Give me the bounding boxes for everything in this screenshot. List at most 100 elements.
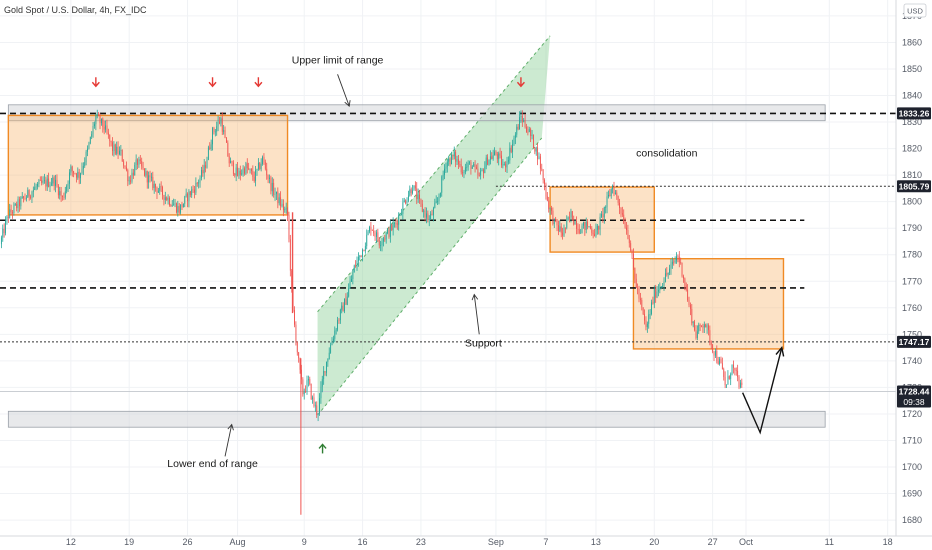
- candle-body: [592, 232, 594, 235]
- candle-body: [587, 221, 589, 227]
- candle-body: [478, 175, 480, 176]
- candle-body: [717, 361, 719, 365]
- candle-body: [502, 164, 504, 166]
- price-tick-label: 1740: [902, 356, 922, 366]
- candle-body: [546, 196, 548, 201]
- candle-body: [164, 197, 166, 200]
- price-tick-label: 1830: [902, 117, 922, 127]
- candle-body: [323, 370, 325, 380]
- candle-body: [105, 125, 107, 130]
- price-tick-label: 1750: [902, 329, 922, 339]
- time-tick-label: 9: [302, 537, 307, 547]
- candle-body: [595, 229, 597, 237]
- candle-body: [702, 326, 704, 328]
- candle-body: [738, 377, 740, 388]
- candle-body: [380, 245, 382, 246]
- candle-body: [683, 276, 684, 279]
- sell-signal-head-0: [91, 81, 100, 88]
- candle-body: [385, 233, 387, 240]
- candle-body: [514, 134, 516, 138]
- candle-body: [528, 129, 530, 133]
- price-label-box-2: [897, 335, 931, 348]
- candle-body: [708, 325, 709, 331]
- candle-body: [442, 174, 444, 177]
- candle-body: [403, 200, 405, 203]
- candle-body: [571, 211, 573, 221]
- candle-body: [489, 156, 491, 160]
- lower-box: [632, 258, 785, 350]
- candle-body: [30, 196, 31, 198]
- candle-body: [610, 189, 612, 196]
- candle-body: [200, 169, 202, 178]
- candle-body: [69, 172, 70, 184]
- candle-body: [635, 278, 637, 288]
- time-tick-label: 11: [825, 537, 834, 547]
- candle-body: [402, 202, 404, 214]
- price-label-box-3: [897, 385, 931, 408]
- candle-body: [645, 320, 647, 328]
- candle-body: [257, 162, 259, 169]
- candle-body: [241, 173, 243, 175]
- candle-body: [377, 232, 379, 240]
- candle-body: [526, 127, 527, 133]
- candle-body: [733, 364, 734, 368]
- price-axis-background: [896, 0, 932, 536]
- candle-body: [723, 369, 725, 378]
- candle-body: [620, 208, 622, 214]
- candle-body: [149, 175, 151, 178]
- candle-body: [81, 168, 83, 174]
- candle-body: [638, 288, 640, 299]
- candle-body: [298, 352, 300, 359]
- candle-body: [316, 405, 318, 415]
- candle-body: [716, 351, 718, 362]
- price-tick-label: 1690: [902, 489, 922, 499]
- candle-body: [669, 268, 670, 273]
- candle-body: [476, 167, 477, 169]
- currency-badge[interactable]: USD: [903, 3, 927, 18]
- annotation-1: consolidation: [636, 148, 697, 160]
- candle-body: [131, 172, 133, 182]
- candle-body: [573, 220, 575, 225]
- candle-body: [310, 384, 312, 400]
- candle-body: [581, 225, 583, 234]
- candle-body: [551, 207, 552, 211]
- candle-body: [727, 376, 729, 385]
- candle-body: [639, 298, 641, 301]
- candle-body: [73, 170, 75, 174]
- candle-body: [142, 166, 144, 169]
- candle-body: [263, 156, 265, 163]
- candle-body: [626, 227, 627, 231]
- candle-body: [102, 118, 104, 127]
- candle-body: [419, 194, 420, 199]
- candle-body: [107, 132, 109, 135]
- candle-body: [463, 172, 465, 174]
- candle-body: [481, 169, 483, 171]
- price-tick-label: 1710: [902, 435, 922, 445]
- candle-body: [212, 128, 213, 145]
- price-label-3: 1728.44: [899, 387, 930, 397]
- candle-body: [120, 150, 122, 152]
- candle-body: [251, 168, 252, 172]
- candle-body: [558, 225, 559, 231]
- candle-body: [166, 197, 168, 201]
- candle-body: [527, 132, 529, 133]
- candle-body: [134, 164, 136, 176]
- candle-body: [324, 370, 326, 373]
- candle-body: [703, 324, 705, 328]
- candle-body: [583, 221, 584, 226]
- candle-body: [7, 216, 9, 218]
- candle-body: [31, 191, 33, 198]
- candle-body: [674, 260, 676, 263]
- candle-body: [271, 182, 273, 192]
- candle-body: [146, 171, 148, 183]
- candle-body: [125, 167, 127, 171]
- candle-body: [67, 183, 69, 186]
- candle-body: [545, 184, 547, 197]
- candle-body: [344, 298, 345, 312]
- candle-body: [192, 189, 194, 191]
- price-tick-label: 1850: [902, 64, 922, 74]
- candle-body: [435, 201, 437, 203]
- candle-body: [728, 376, 730, 379]
- candle-body: [360, 255, 362, 257]
